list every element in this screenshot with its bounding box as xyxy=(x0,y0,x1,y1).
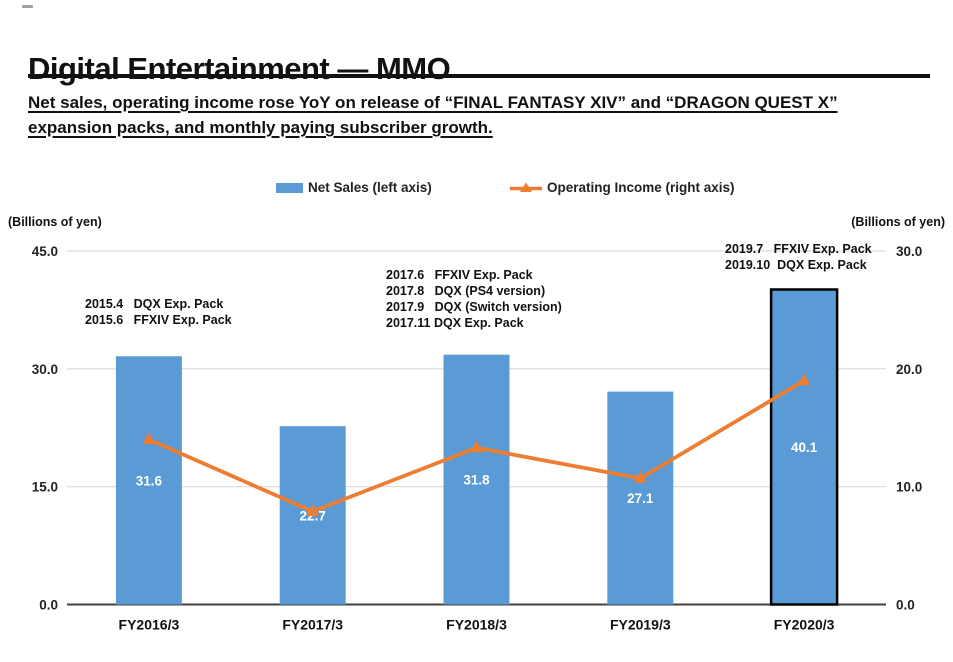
summary-line-1: Net sales, operating income rose YoY on … xyxy=(28,93,838,112)
net-sales-swatch xyxy=(276,182,303,193)
event-annotation-1: 2015.4 DQX Exp. Pack 2015.6 FFXIV Exp. Pa… xyxy=(85,296,232,328)
legend-label-net-sales: Net Sales (left axis) xyxy=(308,180,432,195)
annotation-line: 2017.6 FFXIV Exp. Pack xyxy=(386,268,533,282)
left-axis-tick: 30.0 xyxy=(32,362,58,377)
right-axis-tick: 0.0 xyxy=(896,598,915,613)
category-label-fy2017-3: FY2017/3 xyxy=(282,617,343,633)
bar-value-label: 31.8 xyxy=(463,473,490,488)
mmo-chart-svg: 45.030.015.00.030.020.010.00.031.622.731… xyxy=(32,244,923,633)
legend-label-operating-income: Operating Income (right axis) xyxy=(547,180,735,195)
annotation-line: 2015.4 DQX Exp. Pack xyxy=(85,297,224,311)
operating-income-marker-fy2017-3 xyxy=(306,504,320,516)
annotation-line: 2017.9 DQX (Switch version) xyxy=(386,300,562,314)
annotation-line: 2017.8 DQX (PS4 version) xyxy=(386,284,546,298)
mmo-chart: (Billions of yen) (Billions of yen) 45.0… xyxy=(0,215,953,662)
left-axis-tick: 0.0 xyxy=(39,598,58,613)
annotation-line: 2017.11 DQX Exp. Pack xyxy=(386,316,524,330)
right-axis-title: (Billions of yen) xyxy=(851,215,945,229)
legend-item-net-sales: Net Sales (left axis) xyxy=(276,180,432,195)
operating-income-marker-fy2018-3 xyxy=(470,440,483,453)
left-axis-tick: 45.0 xyxy=(32,244,58,259)
legend-item-operating-income: Operating Income (right axis) xyxy=(510,180,735,195)
event-annotation-2: 2017.6 FFXIV Exp. Pack 2017.8 DQX (PS4 ve… xyxy=(386,267,562,331)
right-axis-tick: 20.0 xyxy=(896,362,922,377)
summary-line-2: expansion packs, and monthly paying subs… xyxy=(28,118,493,137)
category-label-fy2016-3: FY2016/3 xyxy=(119,617,180,633)
right-axis-tick: 10.0 xyxy=(896,480,922,495)
page-title: Digital Entertainment — MMO xyxy=(28,50,451,86)
title-underline-rule xyxy=(28,74,930,78)
bar-value-label: 31.6 xyxy=(136,473,163,488)
left-axis-title: (Billions of yen) xyxy=(8,215,102,229)
operating-income-marker-fy2016-3 xyxy=(142,432,156,445)
operating-income-marker-fy2019-3 xyxy=(633,471,647,483)
annotation-line: 2019.10 DQX Exp. Pack xyxy=(725,258,867,272)
bar-fy2016-3 xyxy=(115,356,182,605)
bar-fy2018-3 xyxy=(443,354,510,605)
bar-value-label: 27.1 xyxy=(627,491,654,506)
right-axis-tick: 30.0 xyxy=(896,244,922,259)
scan-artifact-mark xyxy=(22,5,33,8)
bar-value-label: 40.1 xyxy=(791,440,818,455)
operating-income-line-marker-icon xyxy=(510,182,542,192)
left-axis-tick: 15.0 xyxy=(32,480,58,495)
category-label-fy2018-3: FY2018/3 xyxy=(446,617,507,633)
category-label-fy2020-3: FY2020/3 xyxy=(774,617,835,633)
event-annotation-3: 2019.7 FFXIV Exp. Pack 2019.10 DQX Exp. P… xyxy=(725,241,872,273)
annotation-line: 2019.7 FFXIV Exp. Pack xyxy=(725,242,872,256)
bar-fy2020-3 xyxy=(769,288,839,606)
annotation-line: 2015.6 FFXIV Exp. Pack xyxy=(85,313,232,327)
operating-income-marker-fy2020-3 xyxy=(797,373,811,386)
category-label-fy2019-3: FY2019/3 xyxy=(610,617,671,633)
slide-summary: Net sales, operating income rose YoY on … xyxy=(28,90,928,140)
bar-fy2019-3 xyxy=(607,391,674,605)
